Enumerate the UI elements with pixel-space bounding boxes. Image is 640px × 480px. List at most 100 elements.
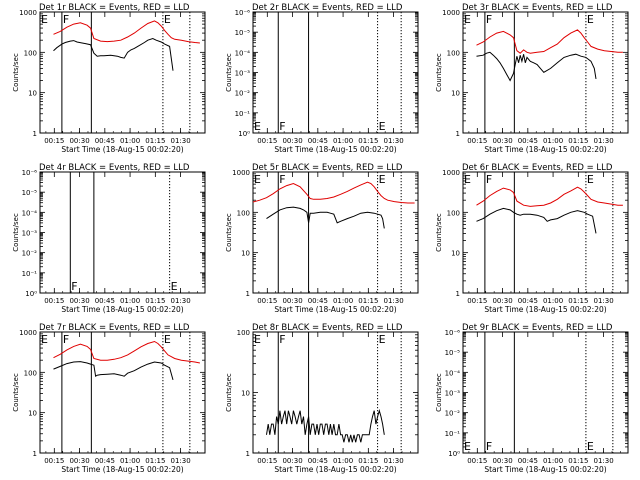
event-flag-label: F — [486, 13, 492, 26]
x-tick-label: 00:30 — [492, 457, 512, 465]
panel-title: Det 2r BLACK = Events, RED = LLD — [252, 3, 403, 13]
y-tick-label: 10⁻⁵ — [22, 189, 38, 197]
panel-title: Det 4r BLACK = Events, RED = LLD — [39, 163, 190, 173]
x-tick-label: 00:45 — [518, 297, 538, 305]
events-series-line — [53, 361, 174, 381]
event-flag-label: F — [486, 440, 492, 453]
y-tick-label: 10 — [451, 90, 460, 98]
x-tick-label: 01:00 — [333, 297, 353, 305]
y-tick-label: 10⁻¹ — [235, 110, 251, 118]
x-tick-label: 00:30 — [492, 297, 512, 305]
x-tick-label: 00:15 — [257, 137, 277, 145]
y-axis-label: Counts/sec — [225, 53, 233, 92]
y-tick-label: 10 — [241, 250, 250, 258]
y-tick-label: 10⁻⁴ — [445, 369, 461, 377]
x-tick-label: 01:30 — [170, 457, 190, 465]
x-tick-label: 00:30 — [69, 297, 89, 305]
y-tick-label: 1000 — [19, 9, 37, 17]
x-tick-label: 00:15 — [44, 457, 64, 465]
panel-title: Det 7r BLACK = Events, RED = LLD — [39, 323, 190, 333]
event-flag-label: E — [171, 280, 178, 293]
y-tick-label: 100 — [447, 209, 460, 217]
y-tick-label: 10⁻³ — [445, 390, 461, 398]
y-tick-label: 10⁻⁵ — [235, 29, 251, 37]
y-tick-label: 10⁻⁴ — [22, 209, 38, 217]
x-axis-label: Start Time (18-Aug-15 00:02:20) — [61, 145, 183, 154]
y-tick-label: 10⁰ — [25, 290, 37, 298]
detector-panel-9: Det 9r BLACK = Events, RED = LLD 10⁰ 10⁻¹ 1… — [435, 323, 629, 474]
x-tick-label: 00:45 — [95, 457, 115, 465]
x-tick-label: 01:00 — [543, 457, 563, 465]
event-flag-label: E — [41, 333, 48, 346]
panel-title: Det 3r BLACK = Events, RED = LLD — [462, 3, 613, 13]
x-tick-label: 01:00 — [333, 137, 353, 145]
lld-series-line — [476, 186, 623, 207]
y-tick-label: 10⁻⁶ — [445, 329, 461, 337]
x-tick-label: 01:30 — [383, 297, 403, 305]
y-tick-label: 10⁻⁶ — [235, 9, 251, 17]
y-tick-label: 1000 — [442, 9, 460, 17]
event-flag-label: F — [279, 173, 285, 186]
lld-series-line — [53, 20, 200, 44]
panel-title: Det 8r BLACK = Events, RED = LLD — [252, 323, 403, 333]
event-flag-label: F — [279, 120, 285, 133]
event-flag-label: F — [486, 173, 492, 186]
panel-title: Det 1r BLACK = Events, RED = LLD — [39, 3, 190, 13]
x-tick-label: 00:45 — [518, 457, 538, 465]
detector-panel-6: Det 6r BLACK = Events, RED = LLD 1 10 100 10… — [435, 163, 629, 314]
detector-panel-8: Det 8r BLACK = Events, RED = LLD 1 10 100 00… — [225, 323, 419, 474]
y-tick-label: 10⁻⁵ — [445, 349, 461, 357]
x-axis-label: Start Time (18-Aug-15 00:02:20) — [484, 465, 606, 474]
x-axis-label: Start Time (18-Aug-15 00:02:20) — [274, 145, 396, 154]
plot-frame — [462, 171, 629, 294]
event-flag-label: E — [464, 173, 471, 186]
x-tick-label: 01:30 — [593, 457, 613, 465]
x-axis-label: Start Time (18-Aug-15 00:02:20) — [274, 305, 396, 314]
x-axis-label: Start Time (18-Aug-15 00:02:20) — [61, 465, 183, 474]
y-axis-label: Counts/sec — [435, 373, 443, 412]
y-tick-label: 1 — [33, 130, 37, 138]
lld-series-line — [476, 29, 623, 54]
x-tick-label: 00:15 — [467, 297, 487, 305]
event-flag-label: E — [587, 173, 594, 186]
x-axis-label: Start Time (18-Aug-15 00:02:20) — [274, 465, 396, 474]
x-tick-label: 00:15 — [257, 457, 277, 465]
events-series-line — [266, 206, 385, 229]
x-tick-label: 00:45 — [308, 137, 328, 145]
y-tick-label: 1000 — [232, 169, 250, 177]
detector-panel-3: Det 3r BLACK = Events, RED = LLD 1 10 100 10… — [435, 3, 629, 154]
x-tick-label: 01:15 — [568, 297, 588, 305]
y-tick-label: 10 — [28, 90, 37, 98]
x-tick-label: 01:00 — [543, 137, 563, 145]
y-tick-label: 100 — [237, 329, 250, 337]
x-tick-label: 00:45 — [95, 137, 115, 145]
y-tick-label: 100 — [24, 49, 37, 57]
x-tick-label: 01:30 — [593, 297, 613, 305]
x-axis-label: Start Time (18-Aug-15 00:02:20) — [484, 145, 606, 154]
plot-frame — [252, 11, 419, 134]
detector-panel-4: Det 4r BLACK = Events, RED = LLD 10⁰ 10⁻¹ 1… — [12, 163, 206, 314]
x-tick-label: 01:00 — [120, 137, 140, 145]
lld-series-line — [53, 340, 200, 364]
x-tick-label: 00:30 — [69, 457, 89, 465]
y-tick-label: 10⁻³ — [22, 230, 38, 238]
x-tick-label: 01:15 — [568, 137, 588, 145]
event-flag-label: E — [164, 13, 171, 26]
y-tick-label: 10⁻⁶ — [22, 169, 38, 177]
y-tick-label: 10⁻⁴ — [235, 49, 251, 57]
lld-series-line — [253, 181, 415, 204]
x-axis-label: Start Time (18-Aug-15 00:02:20) — [484, 305, 606, 314]
event-flag-label: E — [464, 440, 471, 453]
panel-title: Det 6r BLACK = Events, RED = LLD — [462, 163, 613, 173]
plot-frame — [462, 331, 629, 454]
y-tick-label: 100 — [447, 49, 460, 57]
y-axis-label: Counts/sec — [225, 213, 233, 252]
x-tick-label: 00:15 — [44, 297, 64, 305]
plot-frame — [39, 331, 206, 454]
y-tick-label: 1 — [246, 450, 250, 458]
plot-frame — [252, 171, 419, 294]
y-tick-label: 10⁻² — [235, 90, 251, 98]
y-axis-label: Counts/sec — [435, 213, 443, 252]
detector-panel-7: Det 7r BLACK = Events, RED = LLD 1 10 100 10… — [12, 323, 206, 474]
x-tick-label: 01:15 — [145, 457, 165, 465]
